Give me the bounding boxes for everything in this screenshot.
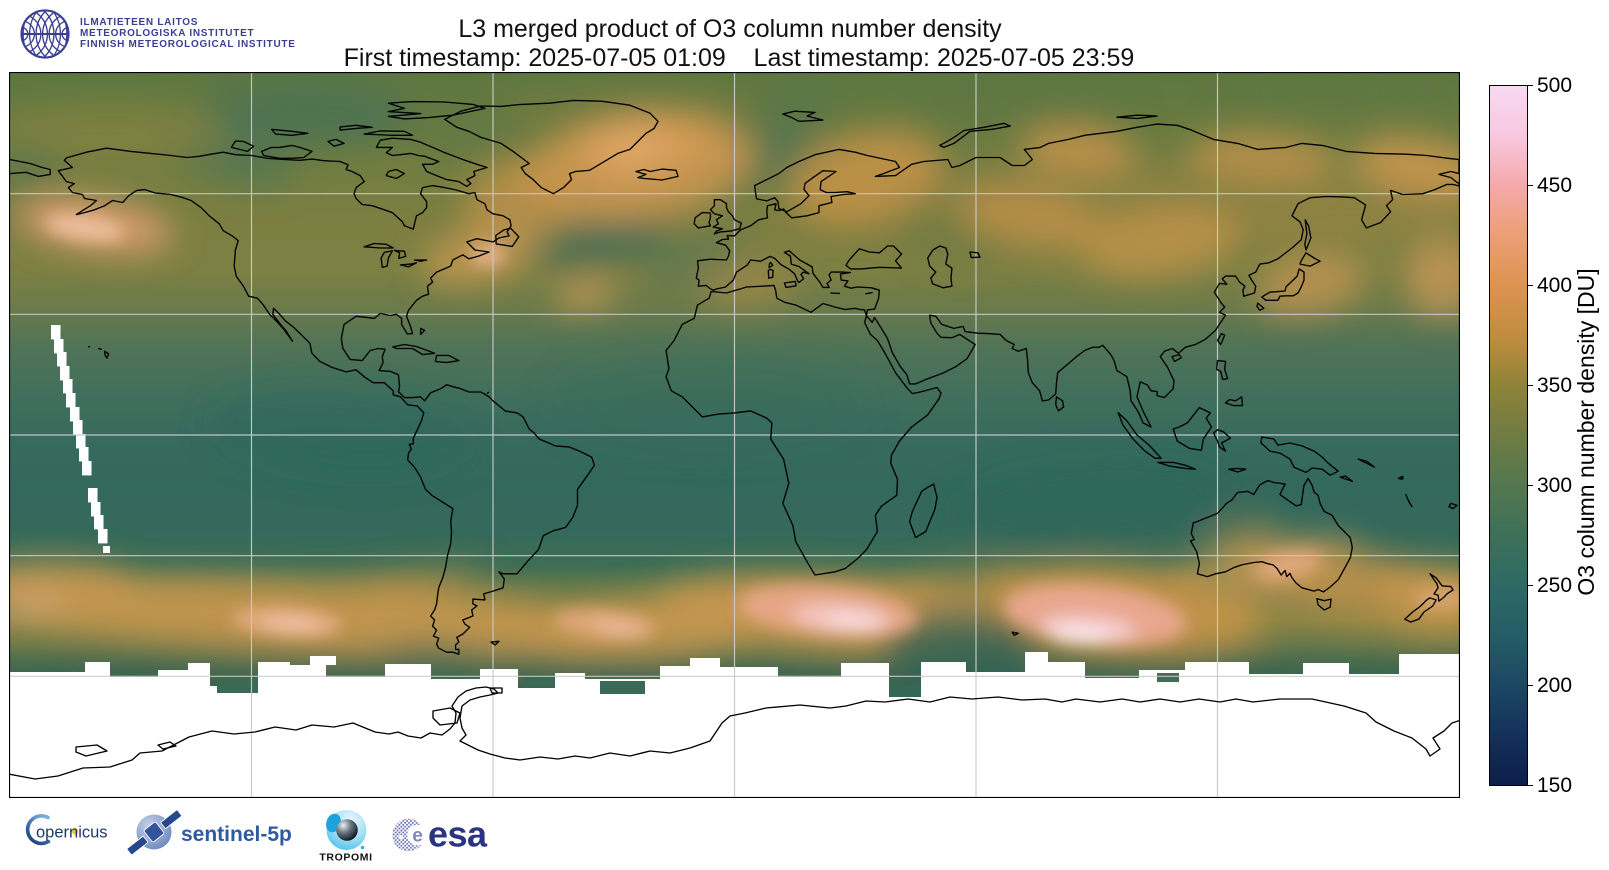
svg-text:TROPOMI: TROPOMI	[319, 852, 372, 864]
svg-text:esa: esa	[428, 814, 488, 855]
svg-text:opernicus: opernicus	[36, 824, 108, 842]
svg-text:sentinel-5p: sentinel-5p	[181, 823, 292, 846]
svg-text:e: e	[412, 826, 423, 847]
